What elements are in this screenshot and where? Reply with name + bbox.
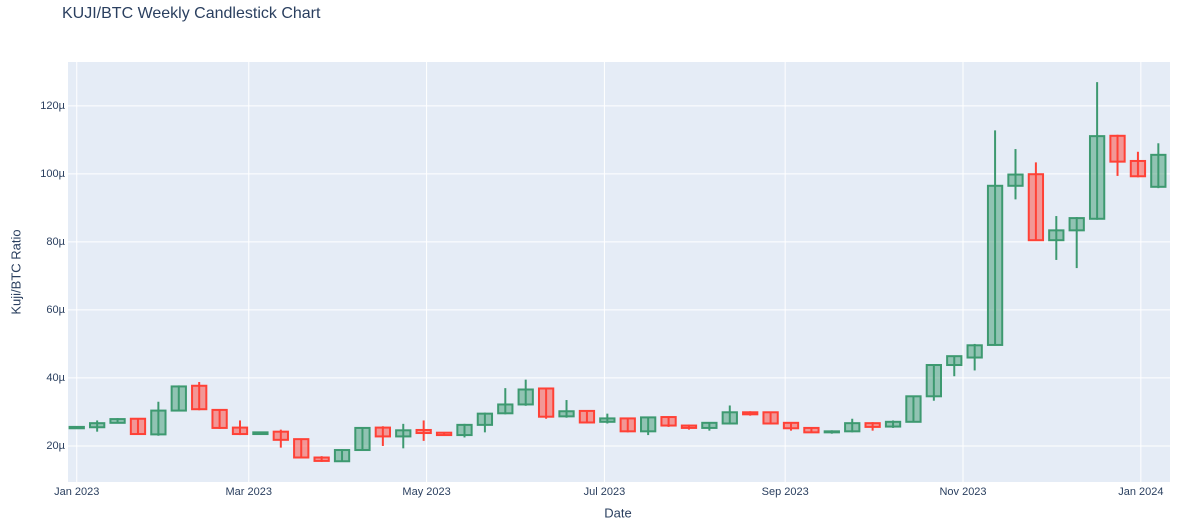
candle-body bbox=[762, 411, 779, 425]
x-tick-label: Jan 2024 bbox=[1118, 486, 1163, 498]
candle-body bbox=[599, 417, 616, 423]
candle-body bbox=[844, 422, 861, 433]
candle-body bbox=[578, 409, 596, 424]
candle-body bbox=[333, 449, 351, 463]
candle-body bbox=[640, 416, 657, 433]
candle-body bbox=[925, 364, 942, 398]
candle-body bbox=[231, 426, 249, 436]
candle-body bbox=[313, 456, 330, 462]
candle-body bbox=[374, 426, 391, 438]
candle-body bbox=[293, 438, 310, 459]
candle-body bbox=[354, 426, 371, 452]
candle-body bbox=[68, 425, 85, 430]
candle-body bbox=[211, 408, 228, 429]
x-tick-label: Jan 2023 bbox=[54, 486, 99, 498]
x-tick-label: Nov 2023 bbox=[939, 486, 986, 498]
candle-body bbox=[497, 403, 514, 415]
candle-body bbox=[89, 422, 106, 429]
candle-body bbox=[619, 417, 636, 433]
candle-body bbox=[1109, 134, 1126, 163]
candle-body bbox=[456, 423, 473, 437]
candle-body bbox=[150, 409, 167, 436]
candle-body bbox=[721, 411, 738, 425]
x-tick-label: Sep 2023 bbox=[762, 486, 809, 498]
candle-body bbox=[1150, 153, 1167, 188]
candle-body bbox=[1088, 135, 1106, 220]
candle-body bbox=[109, 418, 126, 424]
candle-body bbox=[680, 424, 698, 429]
candle-body bbox=[476, 412, 494, 426]
candle-body bbox=[946, 355, 963, 367]
candle-body bbox=[252, 431, 269, 436]
candle-body bbox=[864, 422, 881, 428]
chart-title: KUJI/BTC Weekly Candlestick Chart bbox=[62, 5, 321, 22]
candle-body bbox=[660, 416, 677, 427]
candle-body bbox=[884, 420, 902, 428]
candle-body bbox=[782, 421, 800, 430]
candle-body bbox=[415, 428, 432, 435]
x-tick-label: Mar 2023 bbox=[226, 486, 272, 498]
candle-body bbox=[1068, 217, 1085, 232]
x-tick-label: May 2023 bbox=[402, 486, 450, 498]
candle-body bbox=[170, 385, 187, 412]
candle-body bbox=[742, 411, 759, 416]
candle-body bbox=[1007, 173, 1024, 187]
x-axis-title: Date bbox=[604, 505, 631, 520]
candle-body bbox=[823, 430, 840, 434]
candle-body bbox=[272, 430, 289, 441]
candle-body bbox=[966, 344, 983, 359]
y-axis-title: Kuji/BTC Ratio bbox=[8, 229, 23, 314]
y-tick-label: 120µ bbox=[40, 100, 65, 112]
candle-body bbox=[905, 395, 922, 423]
y-tick-label: 40µ bbox=[46, 372, 65, 384]
candle-body bbox=[1129, 159, 1147, 178]
candles bbox=[68, 82, 1167, 463]
candle-body bbox=[395, 429, 412, 438]
candle-body bbox=[701, 421, 718, 429]
candle-body bbox=[1027, 173, 1045, 242]
candle-body bbox=[558, 410, 575, 418]
candle-body bbox=[537, 387, 555, 418]
candle-body bbox=[517, 388, 534, 406]
y-tick-label: 60µ bbox=[46, 304, 65, 316]
x-tick-label: Jul 2023 bbox=[584, 486, 626, 498]
candle-body bbox=[435, 431, 453, 437]
candle-body bbox=[803, 426, 820, 434]
candle-body bbox=[129, 417, 147, 436]
y-tick-label: 100µ bbox=[40, 168, 65, 180]
candle-body bbox=[191, 384, 208, 411]
candle-body bbox=[1048, 229, 1065, 242]
grid bbox=[68, 62, 1170, 482]
candle-body bbox=[986, 184, 1004, 346]
plot-area bbox=[68, 62, 1170, 482]
y-tick-label: 80µ bbox=[46, 236, 65, 248]
y-tick-label: 20µ bbox=[46, 440, 65, 452]
